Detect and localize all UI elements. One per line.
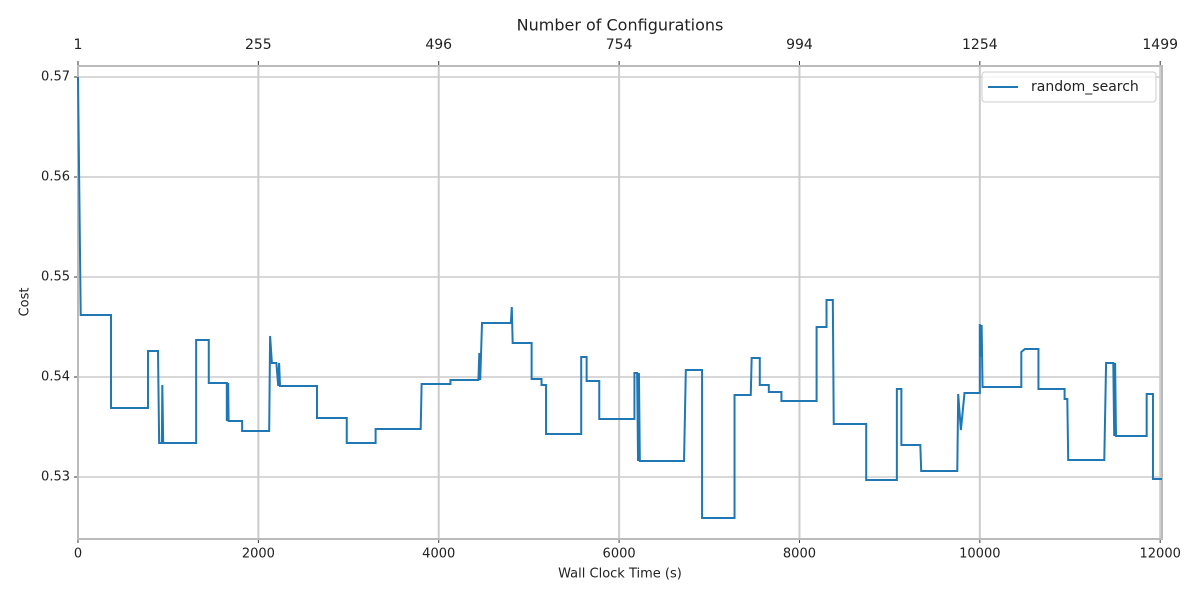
y-tick-label: 0.57 [41, 70, 70, 85]
x2-tick-label: 754 [606, 37, 633, 53]
x-tick-label: 2000 [242, 547, 275, 562]
y-axis-label: Cost [18, 288, 33, 317]
x2-tick-label: 994 [786, 37, 813, 53]
y-tick-label: 0.53 [41, 470, 70, 485]
x-tick-label: 6000 [603, 547, 636, 562]
x-tick-label: 8000 [783, 547, 816, 562]
x2-tick-label: 1 [74, 37, 83, 53]
x-tick-label: 12000 [1140, 547, 1181, 562]
x-tick-label: 0 [74, 547, 82, 562]
x2-tick-label: 1254 [962, 37, 998, 53]
x2-tick-label: 496 [425, 37, 452, 53]
x2-axis-label: Number of Configurations [517, 16, 724, 35]
data-line [77, 76, 1162, 519]
y-tick-label: 0.54 [41, 370, 70, 385]
x-tick-label: 10000 [959, 547, 1000, 562]
x-axis-label: Wall Clock Time (s) [558, 567, 682, 582]
y-tick-label: 0.55 [41, 270, 70, 285]
legend-box [981, 71, 1157, 103]
plot-frame [77, 65, 1163, 540]
legend-label: random_search [1031, 79, 1139, 95]
x2-tick-label: 1499 [1142, 37, 1178, 53]
y-tick-label: 0.56 [41, 170, 70, 185]
x2-tick-label: 255 [245, 37, 272, 53]
x-tick-label: 4000 [422, 547, 455, 562]
